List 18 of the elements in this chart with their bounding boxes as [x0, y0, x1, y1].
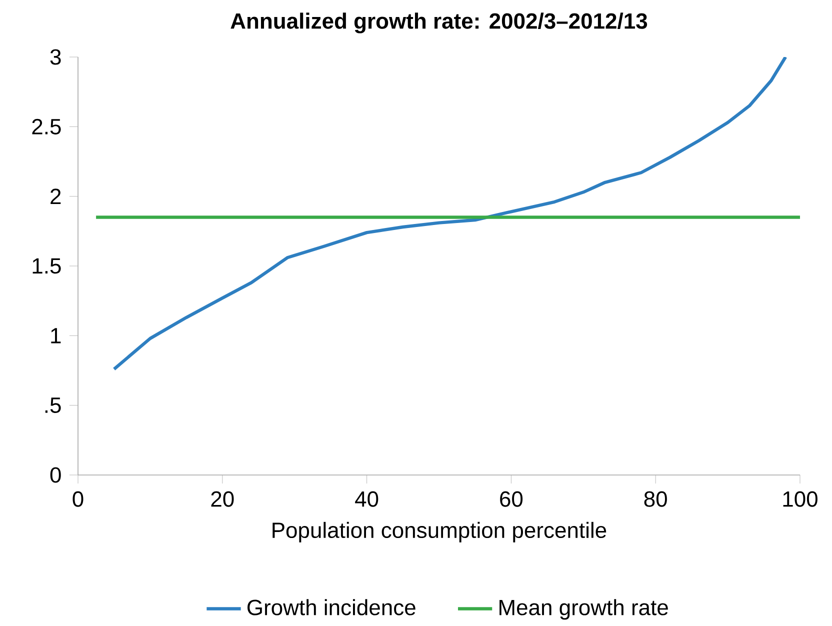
y-tick-label: 1.5 [32, 258, 61, 274]
line-series [112, 57, 788, 371]
y-tick-label: 3 [50, 49, 61, 65]
legend-label: Mean growth rate [500, 599, 668, 620]
legend-label: Growth incidence [248, 599, 416, 616]
x-tick-label: 60 [500, 491, 523, 507]
y-tick-label: 1 [51, 328, 61, 344]
x-tick-label: 100 [783, 491, 818, 507]
y-tick-label: 2 [50, 188, 61, 204]
y-tick-label: 0 [50, 467, 61, 483]
y-tick-label: .5 [45, 398, 61, 413]
x-tick-label: 0 [72, 491, 84, 507]
x-tick-label: 80 [644, 491, 667, 507]
chart-title: Annualized growth rate: 2002/3–2012/13 [230, 12, 648, 34]
x-tick-label: 40 [355, 491, 378, 507]
x-tick-label: 20 [211, 491, 234, 507]
y-tick-label: 2.5 [32, 118, 61, 134]
x-axis-title: Population consumption percentile [272, 522, 606, 542]
